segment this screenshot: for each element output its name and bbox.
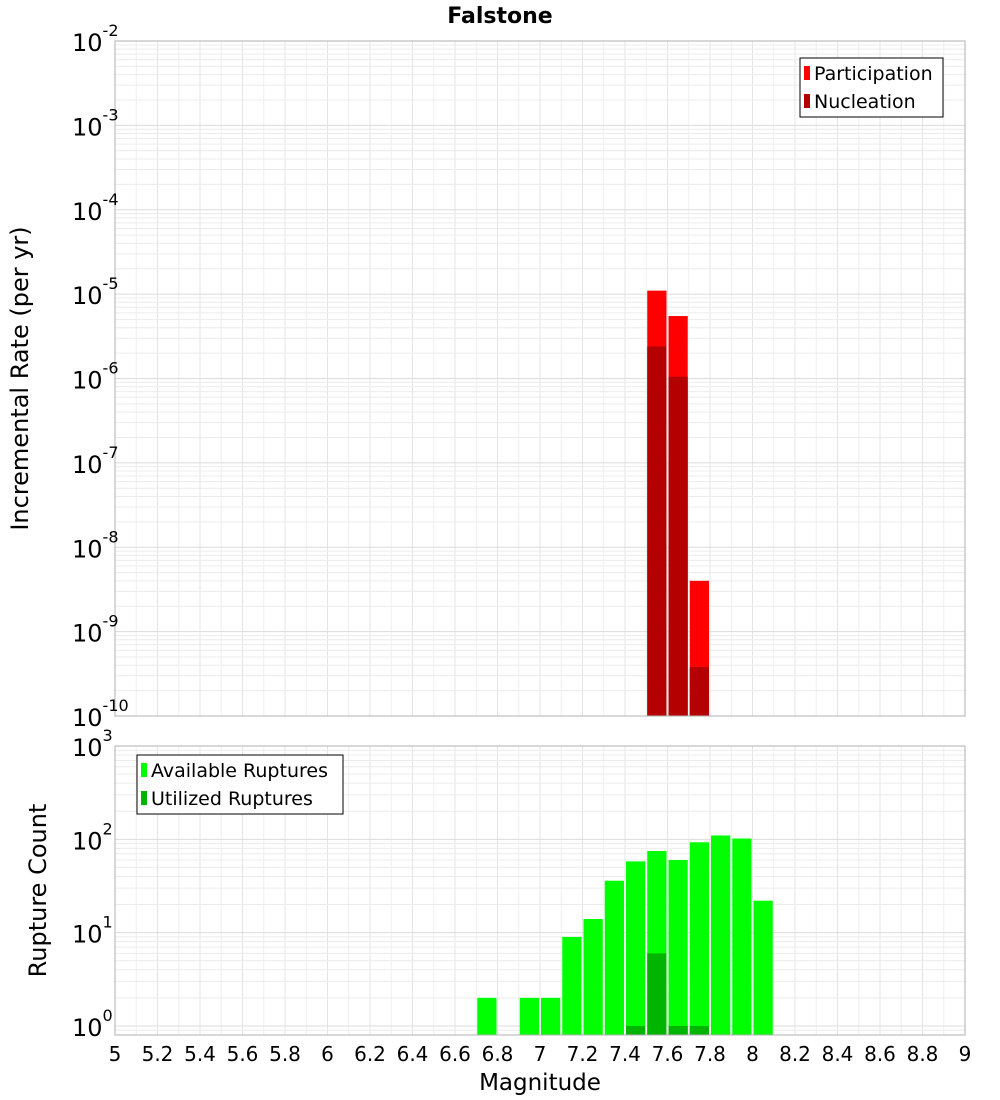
bar: [583, 919, 603, 1035]
legend-swatch: [141, 791, 147, 805]
x-tick-label: 8.2: [779, 1042, 811, 1066]
bar: [477, 997, 497, 1035]
y-tick-label: 10-6: [72, 359, 119, 395]
svg-text:10-5: 10-5: [72, 274, 119, 310]
y-tick-label: 10-9: [72, 612, 119, 648]
x-axis-label: Magnitude: [479, 1070, 601, 1096]
y-tick-label: 10-3: [72, 105, 119, 141]
x-tick-label: 5.2: [142, 1042, 174, 1066]
y-tick-label: 102: [72, 819, 113, 855]
bar: [668, 376, 688, 716]
y-tick-label: 10-7: [72, 443, 119, 479]
svg-text:10-2: 10-2: [72, 21, 119, 57]
series-nucleation: [647, 346, 709, 716]
bar: [562, 936, 582, 1035]
y-tick-label: 101: [72, 913, 113, 949]
svg-text:10-4: 10-4: [72, 190, 119, 226]
bar: [689, 1025, 709, 1035]
bar: [647, 953, 667, 1035]
x-tick-label: 7: [534, 1042, 547, 1066]
x-tick-label: 7.8: [694, 1042, 726, 1066]
svg-text:10-8: 10-8: [72, 527, 119, 563]
y-tick-label: 10-4: [72, 190, 119, 226]
y-tick-label: 100: [72, 1006, 113, 1042]
svg-text:10-6: 10-6: [72, 359, 119, 395]
legend-label: Participation: [814, 63, 933, 85]
svg-text:10-7: 10-7: [72, 443, 119, 479]
bar: [668, 1025, 688, 1035]
series-available-ruptures: [477, 835, 773, 1035]
x-tick-label: 5.4: [184, 1042, 216, 1066]
bar: [541, 997, 561, 1035]
y-axis-label: Incremental Rate (per yr): [6, 226, 34, 530]
x-tick-label: 5: [109, 1042, 122, 1066]
bar: [647, 346, 667, 716]
svg-text:10-10: 10-10: [72, 696, 129, 732]
y-tick-label: 10-10: [72, 696, 129, 732]
bar: [626, 861, 646, 1035]
y-tick-label: 103: [72, 726, 113, 762]
x-tick-label: 8: [746, 1042, 759, 1066]
legend-label: Nucleation: [814, 91, 916, 113]
svg-text:10-9: 10-9: [72, 612, 119, 648]
legend: Available Ruptures Utilized Ruptures: [136, 754, 344, 815]
svg-text:102: 102: [72, 819, 113, 855]
horizontal-grid: [115, 749, 965, 1036]
svg-text:101: 101: [72, 913, 113, 949]
y-tick-label: 10-5: [72, 274, 119, 310]
y-tick-label: 10-2: [72, 21, 119, 57]
legend-swatch: [804, 94, 810, 108]
x-tick-label: 6: [321, 1042, 334, 1066]
x-tick-label: 6.6: [439, 1042, 471, 1066]
legend: Participation Nucleation: [799, 57, 944, 118]
series-utilized-ruptures: [626, 953, 709, 1035]
legend-label: Available Ruptures: [151, 760, 328, 782]
x-tick-label: 7.2: [567, 1042, 599, 1066]
bar: [626, 1025, 646, 1035]
x-tick-label: 5.6: [227, 1042, 259, 1066]
x-tick-label: 8.8: [907, 1042, 939, 1066]
bar: [604, 880, 624, 1035]
legend-label: Utilized Ruptures: [151, 788, 313, 810]
bar: [732, 838, 752, 1035]
legend-swatch: [804, 66, 810, 80]
svg-text:103: 103: [72, 726, 113, 762]
bar: [711, 835, 731, 1035]
svg-text:100: 100: [72, 1006, 113, 1042]
bar: [689, 842, 709, 1035]
rate-panel: 10-10 10-9 10-8 10-7 10-6 10-5 10-4 10-3 10-2 Inc…: [6, 21, 966, 732]
plot-frame: [114, 745, 966, 1036]
x-tick-label: 6.4: [397, 1042, 429, 1066]
legend-box: [799, 57, 944, 118]
bar: [668, 860, 688, 1035]
x-tick-label: 9: [959, 1042, 972, 1066]
svg-text:10-3: 10-3: [72, 105, 119, 141]
y-tick-label: 10-8: [72, 527, 119, 563]
x-tick-label: 6.2: [354, 1042, 386, 1066]
x-tick-label: 7.4: [609, 1042, 641, 1066]
chart-title: Falstone: [447, 4, 552, 29]
x-tick-label: 7.6: [652, 1042, 684, 1066]
x-tick-label: 8.4: [822, 1042, 854, 1066]
x-tick-label: 5.8: [269, 1042, 301, 1066]
bar: [689, 667, 709, 716]
plot-frame: [114, 40, 966, 717]
legend-box: [136, 754, 344, 815]
x-axis-ticks: 5 5.2 5.4 5.6 5.8 6 6.2 6.4 6.6 6.8 7 7.2 7.4 7.6 7.8 8…: [109, 1042, 972, 1066]
x-tick-label: 8.6: [864, 1042, 896, 1066]
y-axis-label: Rupture Count: [24, 804, 52, 978]
bar: [753, 900, 773, 1035]
legend-swatch: [141, 763, 147, 777]
x-tick-label: 6.8: [482, 1042, 514, 1066]
bar: [519, 997, 539, 1035]
